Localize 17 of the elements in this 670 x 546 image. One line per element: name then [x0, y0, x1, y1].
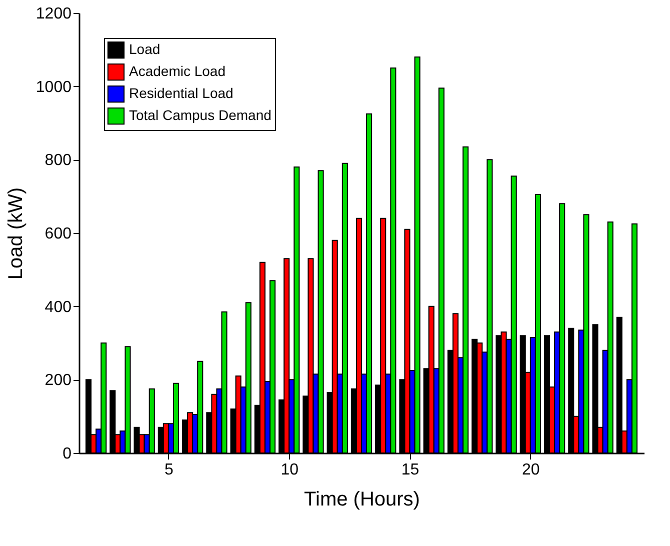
y-tick-label: 0: [62, 446, 72, 462]
y-tick-label: 1200: [36, 6, 72, 22]
legend-label: Academic Load: [129, 63, 226, 79]
y-tick-label: 1000: [36, 78, 72, 96]
legend-label: Load: [129, 41, 160, 57]
legend-label: Residential Load: [129, 85, 234, 101]
y-tick-label: 800: [44, 152, 72, 170]
y-tick-label: 200: [44, 372, 72, 390]
legend-label: Total Campus Demand: [129, 107, 272, 123]
x-axis-title: Time (Hours): [304, 488, 420, 510]
y-axis-title: Load (kW): [4, 187, 27, 280]
y-tick-label: 600: [44, 226, 72, 242]
y-tick-label: 400: [44, 298, 72, 316]
x-tick-label: 5: [164, 462, 174, 478]
x-tick-label: 10: [280, 462, 299, 478]
x-tick-label: 20: [522, 462, 540, 478]
x-tick-label: 15: [401, 462, 420, 478]
